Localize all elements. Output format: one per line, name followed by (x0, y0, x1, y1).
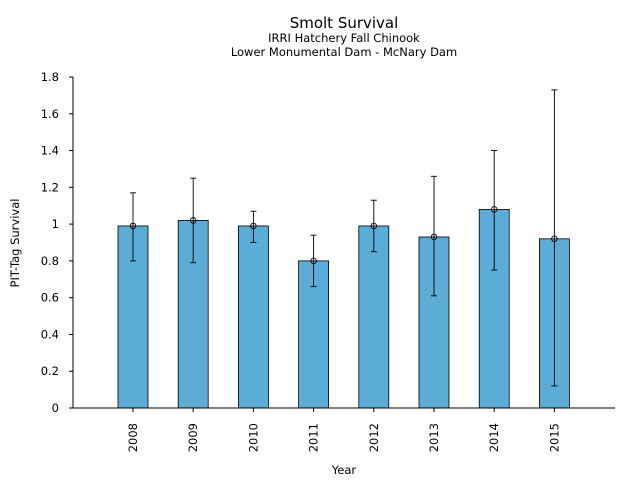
y-ticks-group: 0 0.2 0.4 0.6 0.8 1 1.2 1.4 1.6 1.8 (41, 70, 73, 415)
y-tick-label-1: 1 (52, 217, 59, 231)
x-axis-label: Year (331, 463, 357, 477)
bar-2012 (358, 225, 390, 409)
markers-group (129, 206, 558, 265)
y-tick-label-1.2: 1.2 (41, 180, 59, 194)
x-ticks-group: 2008 2009 2010 2011 2012 2013 2014 2015 (126, 408, 561, 452)
x-tick-label-2011: 2011 (307, 423, 321, 452)
point-marker-2008 (129, 222, 137, 230)
point-marker-2012 (370, 222, 378, 230)
point-marker-2010 (250, 222, 257, 230)
chart-subtitle-2: Lower Monumental Dam - McNary Dam (231, 45, 457, 59)
point-marker-2013 (430, 233, 438, 241)
y-tick-label-0.2: 0.2 (41, 364, 59, 378)
y-tick-label-1.4: 1.4 (41, 144, 59, 158)
error-bars-group (130, 89, 558, 387)
y-tick-label-0: 0 (52, 401, 59, 415)
chart-subtitle-1: IRRI Hatchery Fall Chinook (268, 31, 420, 45)
bars-group (117, 208, 570, 409)
bar-2010 (237, 225, 269, 409)
y-tick-label-0.8: 0.8 (41, 254, 59, 268)
chart-title: Smolt Survival (290, 14, 399, 32)
x-tick-label-2014: 2014 (487, 423, 501, 452)
point-marker-2015 (551, 235, 558, 243)
y-axis-label: PIT-Tag Survival (8, 199, 22, 288)
x-tick-label-2010: 2010 (246, 423, 260, 452)
point-marker-2011 (310, 257, 317, 265)
y-tick-label-0.4: 0.4 (41, 327, 59, 341)
y-tick-label-1.8: 1.8 (41, 70, 59, 84)
x-tick-label-2012: 2012 (367, 423, 381, 452)
x-tick-label-2013: 2013 (427, 423, 441, 452)
x-tick-label-2015: 2015 (547, 423, 561, 452)
point-marker-2014 (490, 206, 498, 213)
point-marker-2009 (189, 217, 197, 224)
x-tick-label-2009: 2009 (186, 423, 200, 452)
x-tick-label-2008: 2008 (126, 423, 140, 452)
y-tick-label-0.6: 0.6 (41, 291, 59, 305)
y-tick-label-1.6: 1.6 (41, 107, 59, 121)
